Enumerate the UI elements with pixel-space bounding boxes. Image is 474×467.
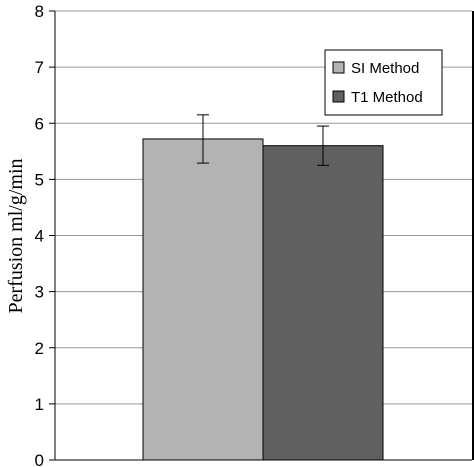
legend-swatch xyxy=(332,90,345,103)
bar-t1-method xyxy=(262,145,384,461)
y-tick-label: 4 xyxy=(35,227,44,246)
y-tick-label: 2 xyxy=(35,339,44,358)
legend-swatch xyxy=(332,61,345,74)
legend-box xyxy=(324,49,443,116)
y-tick-label: 8 xyxy=(35,2,44,21)
error-bars xyxy=(197,114,329,166)
y-tick-labels: 0 1 2 3 4 5 6 7 8 xyxy=(35,2,44,467)
y-tick-label: 1 xyxy=(35,395,44,414)
legend: SI Method T1 Method xyxy=(324,49,443,116)
plot-frame-right xyxy=(472,11,474,460)
y-axis-label: Perfusion ml/g/min xyxy=(5,159,27,314)
y-tick-label: 7 xyxy=(35,58,44,77)
y-tick-label: 3 xyxy=(35,283,44,302)
legend-label: T1 Method xyxy=(351,89,423,106)
bar-si-method xyxy=(142,138,264,461)
y-tick-label: 5 xyxy=(35,170,44,189)
y-tick-label: 6 xyxy=(35,114,44,133)
y-tick-label: 0 xyxy=(35,451,44,467)
legend-label: SI Method xyxy=(351,60,419,77)
bars xyxy=(142,138,384,461)
